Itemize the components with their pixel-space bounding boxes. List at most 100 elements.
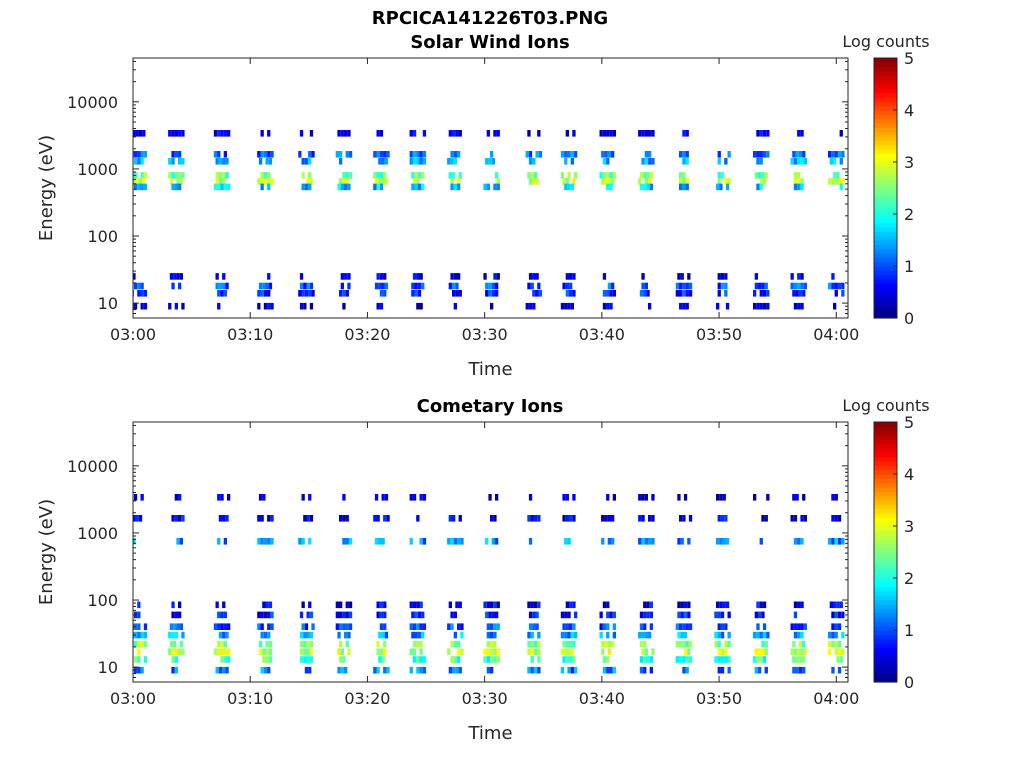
heatmap-cell: [457, 273, 461, 280]
heatmap-cell: [643, 290, 647, 297]
heatmap-cell: [417, 290, 422, 297]
heatmap-cell: [493, 623, 497, 630]
colorbar-segment: [874, 422, 897, 427]
heatmap-cell: [644, 151, 648, 158]
heatmap-cell: [802, 666, 806, 674]
colorbar-segment: [874, 75, 897, 81]
heatmap-cell: [717, 178, 721, 185]
heatmap-cell: [762, 178, 767, 185]
heatmap-cell: [455, 282, 459, 290]
heatmap-cell: [409, 648, 413, 655]
heatmap-cell: [759, 158, 763, 165]
heatmap-cell: [409, 601, 413, 609]
heatmap-cell: [495, 611, 499, 619]
heatmap-cell: [717, 282, 721, 290]
heatmap-cell: [562, 494, 566, 501]
heatmap-cell: [685, 640, 689, 648]
heatmap-cell: [143, 640, 148, 648]
heatmap-cell: [419, 494, 423, 501]
colorbar-segment: [874, 279, 897, 284]
heatmap-cell: [537, 515, 541, 522]
heatmap-cell: [223, 623, 227, 630]
heatmap-cell: [169, 623, 174, 630]
heatmap-cell: [638, 130, 642, 137]
heatmap-cell: [450, 183, 454, 191]
heatmap-cell: [309, 178, 314, 185]
heatmap-cell: [802, 494, 806, 501]
heatmap-cell: [304, 183, 309, 191]
heatmap-cell: [756, 158, 760, 165]
heatmap-cell: [263, 538, 268, 545]
heatmap-cell: [384, 158, 389, 165]
heatmap-cell: [754, 611, 758, 619]
heatmap-cell: [376, 666, 380, 674]
heatmap-cell: [793, 302, 798, 310]
heatmap-cell: [222, 631, 226, 639]
colorbar-segment: [874, 62, 897, 68]
colorbar-segment: [874, 131, 897, 137]
heatmap-cell: [268, 656, 273, 663]
heatmap-cell: [525, 302, 529, 310]
heatmap-cell: [179, 178, 183, 185]
heatmap-cell: [609, 130, 613, 137]
heatmap-cell: [602, 158, 607, 165]
heatmap-cell: [384, 178, 389, 185]
heatmap-cell: [301, 494, 305, 501]
heatmap-cell: [345, 172, 349, 179]
heatmap-cell: [450, 538, 454, 545]
heatmap-cell: [802, 290, 806, 297]
heatmap-cell: [450, 640, 454, 648]
heatmap-cell: [263, 611, 268, 619]
heatmap-cell: [725, 601, 730, 609]
heatmap-cell: [301, 538, 305, 545]
heatmap-cell: [717, 151, 721, 158]
heatmap-cell: [414, 631, 418, 639]
heatmap-cell: [679, 178, 683, 185]
heatmap-cell: [173, 623, 177, 630]
heatmap-cell: [570, 183, 574, 191]
heatmap-cell: [411, 611, 415, 619]
heatmap-cell: [309, 515, 314, 522]
heatmap-cell: [493, 183, 497, 191]
heatmap-cell: [714, 631, 718, 639]
heatmap-cell: [265, 158, 269, 165]
heatmap-cell: [837, 538, 842, 545]
heatmap-cell: [260, 183, 264, 191]
heatmap-cell: [570, 648, 574, 655]
heatmap-cell: [792, 494, 796, 501]
heatmap-cell: [262, 601, 266, 609]
heatmap-cell: [345, 601, 349, 609]
heatmap-cell: [419, 648, 423, 655]
x-axis-label: Time: [467, 723, 512, 744]
heatmap-cell: [378, 538, 382, 545]
heatmap-cell: [537, 631, 541, 639]
heatmap-cell: [606, 656, 610, 663]
heatmap-cell: [412, 601, 417, 609]
heatmap-cell: [564, 631, 568, 639]
colorbar-segment: [874, 673, 897, 679]
heatmap-cell: [722, 601, 726, 609]
heatmap-cell: [685, 290, 689, 297]
heatmap-cell: [171, 631, 175, 639]
heatmap-cell: [220, 494, 224, 501]
heatmap-cell: [790, 648, 794, 655]
heatmap-cell: [792, 640, 796, 648]
heatmap-cell: [270, 178, 274, 185]
heatmap-cell: [606, 494, 610, 501]
heatmap-cell: [373, 666, 377, 674]
heatmap-cell: [335, 611, 339, 619]
heatmap-cell: [680, 631, 684, 639]
heatmap-cell: [179, 640, 183, 648]
heatmap-cell: [267, 611, 271, 619]
heatmap-cell: [217, 538, 221, 545]
heatmap-cell: [263, 302, 268, 310]
heatmap-cell: [572, 515, 576, 522]
heatmap-cell: [759, 178, 763, 185]
heatmap-cell: [724, 178, 728, 185]
heatmap-cell: [687, 273, 691, 280]
colorbar-tick-label: 5: [904, 49, 914, 68]
heatmap-cell: [345, 290, 349, 297]
heatmap-cell: [837, 666, 842, 674]
heatmap-cell: [303, 656, 307, 663]
heatmap-cell: [646, 656, 650, 663]
